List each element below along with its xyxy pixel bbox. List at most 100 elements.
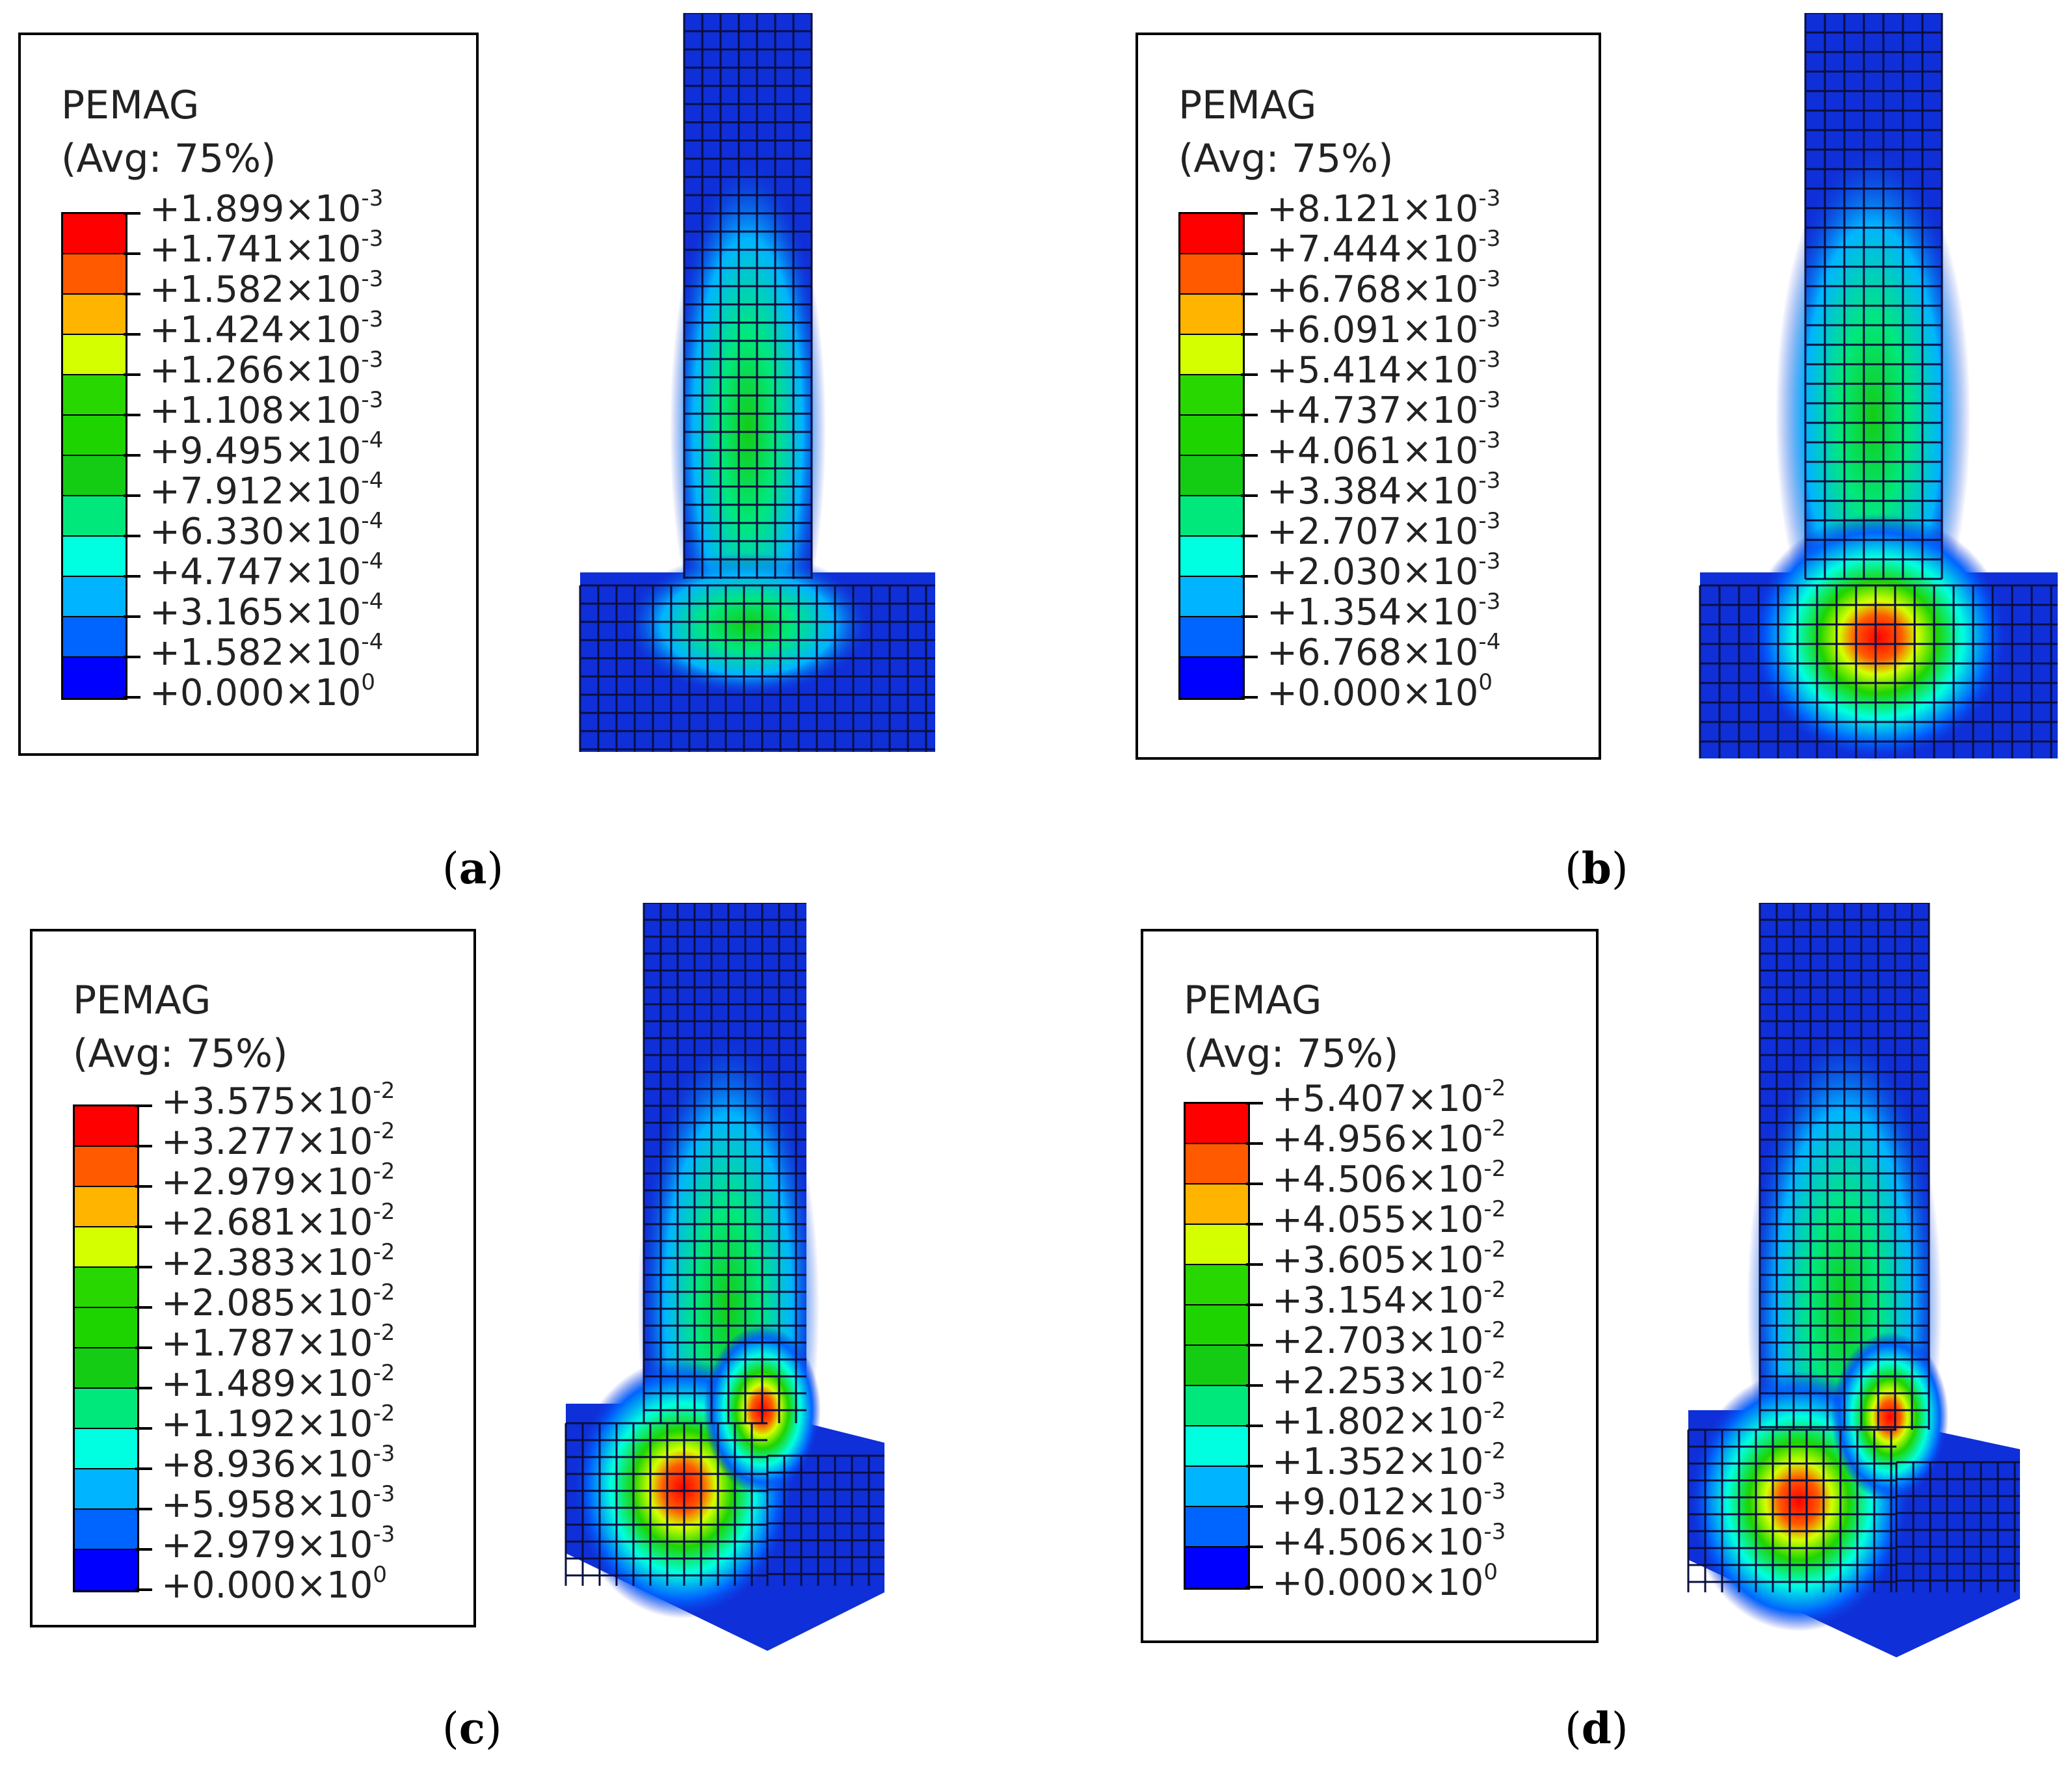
tick-mark bbox=[135, 1508, 152, 1510]
tick-mark bbox=[1246, 1586, 1263, 1588]
colorbar-swatch bbox=[1186, 1346, 1248, 1386]
tick-label: +3.154×10-2 bbox=[1272, 1277, 1506, 1322]
fe-model-d bbox=[1687, 903, 2020, 1657]
colorbar-swatch bbox=[63, 416, 126, 456]
tick-mark bbox=[135, 1306, 152, 1309]
colorbar-swatch bbox=[63, 254, 126, 295]
tick-label: +1.424×10-3 bbox=[150, 306, 384, 351]
tick-mark bbox=[1246, 1344, 1263, 1346]
tick-mark bbox=[1241, 575, 1258, 578]
colorbar-swatch bbox=[1180, 335, 1243, 375]
colorbar-swatch bbox=[75, 1550, 137, 1590]
caption-d: (d) bbox=[1565, 1703, 1628, 1754]
tick-label: +2.703×10-2 bbox=[1272, 1317, 1506, 1362]
colorbar-swatch bbox=[63, 375, 126, 416]
tick-mark bbox=[1241, 333, 1258, 336]
tick-mark bbox=[135, 1185, 152, 1188]
tick-label: +1.802×10-2 bbox=[1272, 1398, 1506, 1443]
tick-mark bbox=[1246, 1263, 1263, 1266]
tick-label: +1.741×10-3 bbox=[150, 226, 384, 271]
tick-label: +2.085×10-2 bbox=[161, 1279, 395, 1324]
colorbar-swatch bbox=[75, 1469, 137, 1510]
tick-label: +2.253×10-2 bbox=[1272, 1358, 1506, 1402]
tick-label: +2.383×10-2 bbox=[161, 1239, 395, 1284]
colorbar-swatch bbox=[1180, 577, 1243, 617]
colorbar-a bbox=[61, 212, 127, 700]
tick-mark bbox=[1241, 696, 1258, 699]
tick-mark bbox=[124, 494, 140, 497]
tick-mark bbox=[1241, 293, 1258, 295]
tick-label: +3.605×10-2 bbox=[1272, 1237, 1506, 1281]
legend-title-a: PEMAG bbox=[61, 83, 200, 128]
tick-label: +2.707×10-3 bbox=[1267, 508, 1501, 553]
colorbar-swatch bbox=[1186, 1225, 1248, 1265]
tick-mark bbox=[1246, 1183, 1263, 1185]
colorbar-swatch bbox=[1180, 658, 1243, 698]
tick-label: +1.582×10-4 bbox=[150, 629, 384, 674]
tick-label: +5.407×10-2 bbox=[1272, 1075, 1506, 1120]
colorbar-swatch bbox=[75, 1187, 137, 1227]
legend-subtitle-b: (Avg: 75%) bbox=[1178, 136, 1394, 181]
tick-label: +1.192×10-2 bbox=[161, 1400, 395, 1445]
colorbar-swatch bbox=[63, 658, 126, 698]
colorbar-swatch bbox=[63, 335, 126, 375]
tick-label: +3.384×10-3 bbox=[1267, 468, 1501, 513]
tick-mark bbox=[124, 414, 140, 416]
tick-mark bbox=[1246, 1545, 1263, 1548]
tick-label: +5.414×10-3 bbox=[1267, 347, 1501, 392]
tick-mark bbox=[124, 373, 140, 376]
tick-mark bbox=[1241, 414, 1258, 416]
tick-mark bbox=[135, 1548, 152, 1551]
colorbar-swatch bbox=[1186, 1547, 1248, 1588]
legend-d: PEMAG (Avg: 75%) +5.407×10-2 +4.956×10-2 +… bbox=[1141, 929, 1599, 1643]
tick-label: +8.936×10-3 bbox=[161, 1441, 395, 1486]
colorbar-swatch bbox=[75, 1227, 137, 1268]
tick-mark bbox=[1246, 1223, 1263, 1225]
tick-mark bbox=[1241, 615, 1258, 618]
tick-label: +1.266×10-3 bbox=[150, 347, 384, 392]
tick-mark bbox=[124, 575, 140, 578]
colorbar-swatch bbox=[75, 1389, 137, 1429]
tick-label: +4.061×10-3 bbox=[1267, 427, 1501, 472]
caption-c: (c) bbox=[442, 1703, 502, 1754]
legend-subtitle-d: (Avg: 75%) bbox=[1184, 1031, 1399, 1077]
tick-mark bbox=[135, 1266, 152, 1268]
colorbar-c bbox=[73, 1104, 139, 1592]
tick-mark bbox=[1246, 1425, 1263, 1427]
tick-mark bbox=[1241, 212, 1258, 215]
legend-c: PEMAG (Avg: 75%) +3.575×10-2 +3.277×10-2 +… bbox=[30, 929, 476, 1627]
tick-label: +6.330×10-4 bbox=[150, 508, 384, 553]
tick-label: +3.575×10-2 bbox=[161, 1078, 395, 1123]
tick-mark bbox=[1246, 1102, 1263, 1104]
tick-label: +4.956×10-2 bbox=[1272, 1116, 1506, 1160]
colorbar-swatch bbox=[75, 1348, 137, 1389]
colorbar-swatch bbox=[1186, 1386, 1248, 1426]
tick-label: +5.958×10-3 bbox=[161, 1481, 395, 1526]
caption-b: (b) bbox=[1565, 843, 1628, 894]
tick-mark bbox=[1246, 1142, 1263, 1145]
tick-mark bbox=[135, 1387, 152, 1389]
tick-mark bbox=[135, 1145, 152, 1147]
tick-label: +3.277×10-2 bbox=[161, 1118, 395, 1163]
tick-label: +6.768×10-3 bbox=[1267, 266, 1501, 311]
tick-label: +1.352×10-2 bbox=[1272, 1438, 1506, 1483]
colorbar-swatch bbox=[63, 577, 126, 617]
tick-mark bbox=[124, 212, 140, 215]
colorbar-swatch bbox=[1180, 295, 1243, 335]
legend-subtitle-a: (Avg: 75%) bbox=[61, 136, 276, 181]
tick-label: +9.495×10-4 bbox=[150, 427, 384, 472]
tick-label: +0.000×100 bbox=[150, 669, 376, 714]
tick-label: +1.582×10-3 bbox=[150, 266, 384, 311]
tick-mark bbox=[135, 1104, 152, 1107]
colorbar-swatch bbox=[1180, 375, 1243, 416]
tick-label: +1.108×10-3 bbox=[150, 387, 384, 432]
colorbar-swatch bbox=[1186, 1184, 1248, 1225]
tick-mark bbox=[124, 454, 140, 457]
tick-mark bbox=[135, 1467, 152, 1470]
tick-label: +1.787×10-2 bbox=[161, 1320, 395, 1365]
legend-b: PEMAG (Avg: 75%) +8.121×10-3 +7.444×10-3 +… bbox=[1136, 33, 1601, 760]
legend-subtitle-c: (Avg: 75%) bbox=[73, 1031, 288, 1077]
colorbar-swatch bbox=[63, 537, 126, 577]
tick-mark bbox=[124, 535, 140, 537]
tick-label: +3.165×10-4 bbox=[150, 589, 384, 634]
